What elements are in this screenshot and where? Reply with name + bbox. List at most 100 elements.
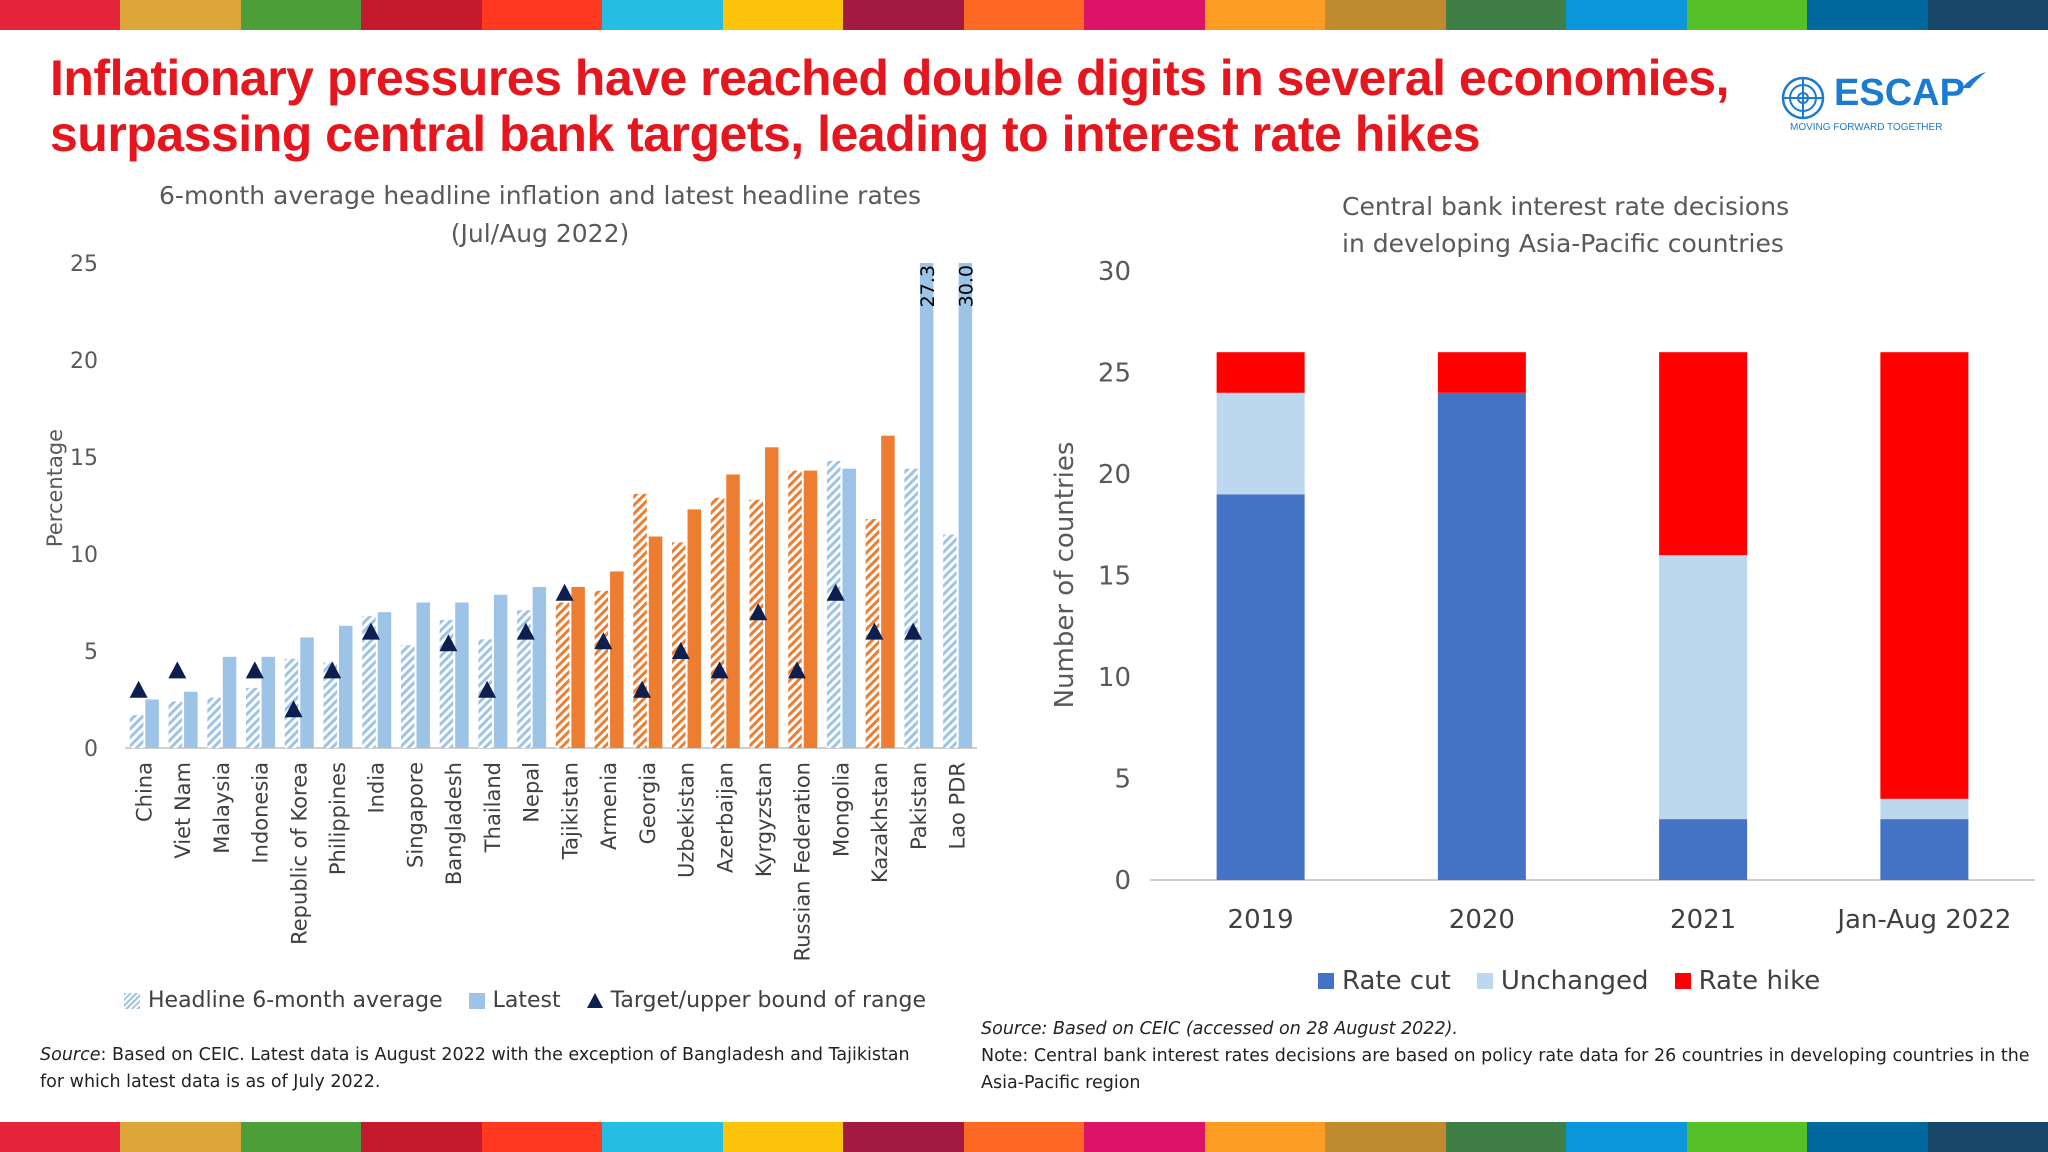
- target-marker: [594, 632, 613, 650]
- left-category-label: Singapore: [403, 762, 427, 868]
- bar-headline-average: [362, 616, 376, 748]
- bar-latest: [765, 447, 779, 748]
- target-marker: [787, 661, 806, 679]
- left-chart-title: 6-month average headline inflation and l…: [159, 181, 921, 210]
- logo-wordmark: ESCAP: [1834, 72, 1965, 114]
- target-marker: [439, 634, 458, 652]
- bar-latest: [842, 468, 856, 748]
- left-note-line-2: for which latest data is as of July 2022…: [40, 1072, 381, 1092]
- bar-headline-average: [904, 468, 918, 748]
- target-marker: [710, 661, 729, 679]
- left-chart-subtitle: (Jul/Aug 2022): [451, 219, 629, 248]
- left-category-label: Viet Nam: [171, 762, 195, 859]
- target-marker: [516, 622, 535, 640]
- right-category-label: 2020: [1449, 905, 1515, 935]
- stripe-segment-14: [1566, 0, 1687, 30]
- stripe-segment-17: [1927, 0, 2048, 30]
- left-chart-legend: Headline 6-month average Latest Target/u…: [124, 988, 952, 1013]
- bar-latest: [610, 571, 624, 748]
- rate-cut-swatch-icon: [1318, 973, 1334, 989]
- stripe-segment-7: [722, 0, 844, 30]
- left-category-label: Republic of Korea: [287, 762, 311, 945]
- target-marker: [284, 700, 303, 718]
- target-marker: [749, 603, 768, 621]
- stacked-bar-segment: [1880, 798, 1969, 820]
- bar-headline-average: [439, 619, 454, 748]
- stripe-segment-8: [843, 0, 964, 30]
- stripe-segment-1: [0, 1122, 121, 1152]
- bar-headline-average: [749, 499, 763, 748]
- bar-latest: [261, 656, 276, 748]
- bar-latest: [726, 474, 740, 748]
- bar-latest: [300, 637, 314, 748]
- stripe-segment-16: [1807, 0, 1928, 30]
- target-marker: [168, 661, 187, 679]
- bar-headline-average: [168, 701, 183, 748]
- stripe-segment-9: [963, 0, 1085, 30]
- bar-headline-average: [517, 610, 531, 748]
- interest-rate-stacked-chart: Central bank interest rate decisions in …: [1050, 192, 2035, 935]
- bar-headline-average: [207, 697, 221, 748]
- stripe-segment-6: [602, 1122, 723, 1152]
- right-category-label: Jan-Aug 2022: [1835, 905, 2011, 935]
- stacked-bar-segment: [1437, 392, 1526, 880]
- target-marker: [555, 583, 574, 601]
- stripe-segment-11: [1204, 1122, 1326, 1152]
- data-label-value: 30.0: [956, 265, 978, 307]
- target-marker: [361, 622, 380, 640]
- stripe-segment-5: [481, 1122, 603, 1152]
- stripe-segment-12: [1325, 0, 1446, 30]
- target-marker: [826, 583, 845, 601]
- unchanged-swatch-icon: [1476, 973, 1493, 989]
- stacked-bar-segment: [1880, 819, 1969, 880]
- right-chart-legend: Rate cut Unchanged Rate hike: [1318, 966, 1846, 996]
- bar-headline-average: [400, 645, 415, 748]
- stripe-segment-14: [1566, 1122, 1687, 1152]
- legend-item-unchanged: Unchanged: [1476, 966, 1649, 996]
- bar-headline-average: [826, 460, 841, 748]
- stripe-segment-6: [602, 0, 723, 30]
- bar-latest: [958, 263, 973, 748]
- stripe-segment-15: [1686, 0, 1808, 30]
- left-category-label: Nepal: [520, 762, 544, 823]
- bar-headline-average: [246, 687, 260, 748]
- right-y-tick-label: 25: [1098, 359, 1131, 389]
- right-source-note: Source: Based on CEIC (accessed on 28 Au…: [981, 1016, 2030, 1097]
- bar-latest: [803, 470, 818, 748]
- stripe-segment-13: [1445, 0, 1567, 30]
- left-note-source-label: Source: [40, 1045, 101, 1065]
- left-category-label: Philippines: [326, 762, 350, 875]
- legend-label-target: Target/upper bound of range: [610, 988, 926, 1013]
- stripe-segment-12: [1325, 1122, 1446, 1152]
- inflation-bar-chart: 6-month average headline inflation and l…: [43, 181, 978, 961]
- bar-latest: [687, 509, 702, 748]
- bar-latest: [919, 263, 934, 748]
- target-marker: [323, 661, 342, 679]
- legend-item-latest: Latest: [468, 988, 561, 1013]
- bar-headline-average: [555, 602, 570, 748]
- stripe-segment-15: [1686, 1122, 1808, 1152]
- stacked-bar-segment: [1216, 352, 1305, 393]
- stripe-segment-7: [722, 1122, 844, 1152]
- left-chart-y-axis-label: Percentage: [43, 429, 67, 547]
- left-category-label: Georgia: [636, 762, 660, 844]
- bar-latest: [222, 656, 237, 748]
- stacked-bar-segment: [1659, 352, 1748, 556]
- target-marker: [671, 642, 690, 659]
- target-marker: [904, 622, 923, 640]
- legend-label-rate-hike: Rate hike: [1698, 966, 1821, 996]
- bar-latest: [416, 602, 430, 748]
- slide-headline: Inflationary pressures have reached doub…: [50, 50, 1730, 162]
- stripe-segment-3: [240, 0, 362, 30]
- right-y-tick-label: 15: [1098, 562, 1131, 592]
- stripe-segment-17: [1927, 1122, 2048, 1152]
- stripe-segment-5: [481, 0, 603, 30]
- stripe-segment-2: [120, 1122, 241, 1152]
- left-category-label: Mongolia: [829, 762, 853, 857]
- stripe-segment-10: [1084, 1122, 1205, 1152]
- left-category-label: Pakistan: [907, 762, 931, 850]
- stripe-segment-4: [361, 0, 482, 30]
- logo-tagline: MOVING FORWARD TOGETHER: [1790, 122, 1943, 133]
- bar-headline-average: [284, 658, 299, 748]
- left-category-label: Kazakhstan: [868, 762, 892, 883]
